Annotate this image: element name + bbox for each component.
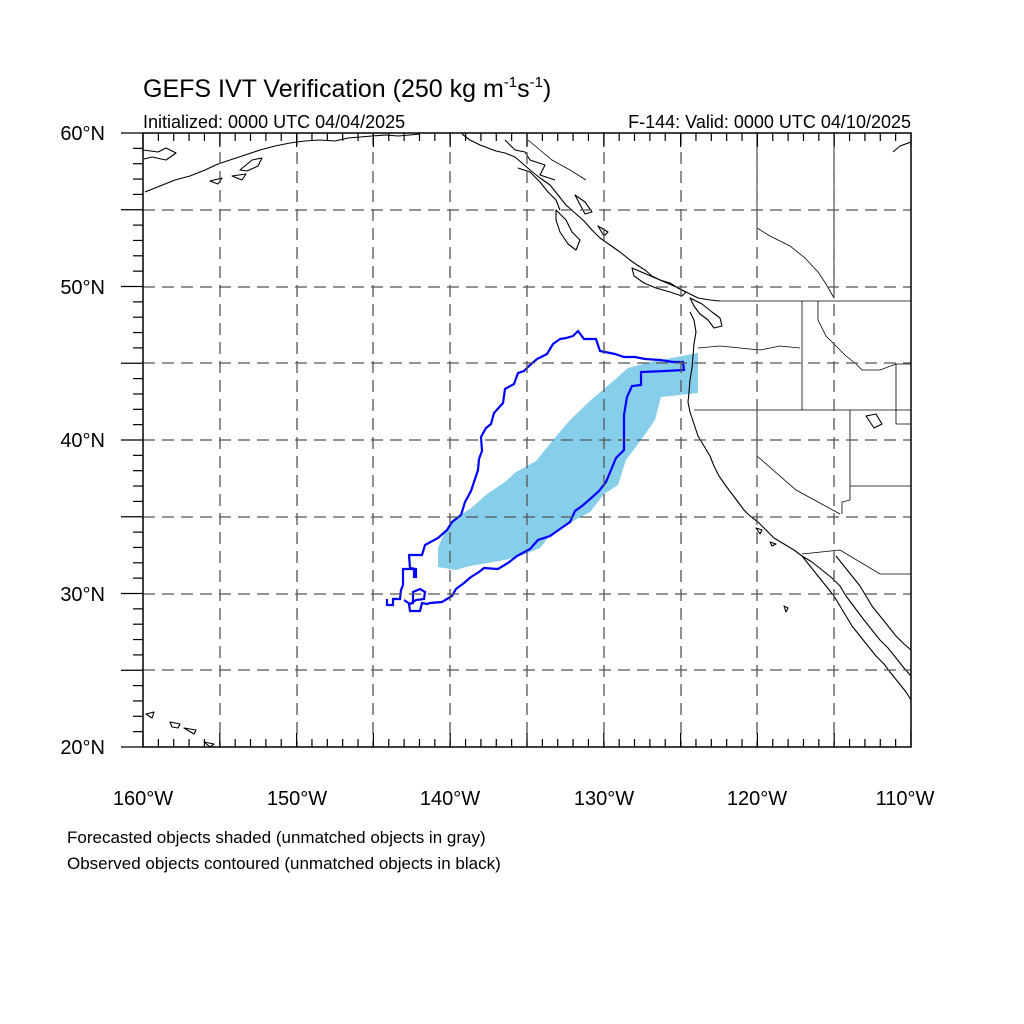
map-gridlines [143, 133, 911, 747]
title-mid: s [517, 75, 530, 103]
title-close: ) [543, 75, 551, 103]
coastlines [143, 133, 911, 747]
title-exp1: -1 [504, 74, 517, 91]
lat-label-20: 20°N [60, 737, 105, 759]
latitude-labels: 60°N 50°N 40°N 30°N 20°N [60, 123, 105, 759]
lat-label-60: 60°N [60, 123, 105, 145]
valid-label: F-144: Valid: 0000 UTC 04/10/2025 [628, 112, 911, 132]
note-observed: Observed objects contoured (unmatched ob… [67, 854, 501, 873]
note-forecast: Forecasted objects shaded (unmatched obj… [67, 828, 486, 847]
axis-ticks [121, 132, 912, 748]
lon-label-120: 120°W [727, 788, 787, 810]
lon-label-130: 130°W [574, 788, 634, 810]
lon-label-160: 160°W [113, 788, 173, 810]
observed-object-contour [385, 329, 686, 613]
initialized-label: Initialized: 0000 UTC 04/04/2025 [143, 112, 405, 132]
forecast-object [438, 353, 698, 570]
map-title: GEFS IVT Verification (250 kg m-1s-1) [143, 74, 551, 103]
lon-label-140: 140°W [420, 788, 480, 810]
lat-label-40: 40°N [60, 430, 105, 452]
lon-label-110: 110°W [876, 788, 935, 810]
title-exp2: -1 [530, 74, 543, 91]
longitude-labels: 160°W 150°W 140°W 130°W 120°W 110°W [113, 788, 935, 810]
lat-label-50: 50°N [60, 277, 105, 299]
map-plot-area [143, 133, 911, 747]
lon-label-150: 150°W [267, 788, 327, 810]
title-main: GEFS IVT Verification (250 kg m [143, 75, 504, 103]
lat-label-30: 30°N [60, 584, 105, 606]
